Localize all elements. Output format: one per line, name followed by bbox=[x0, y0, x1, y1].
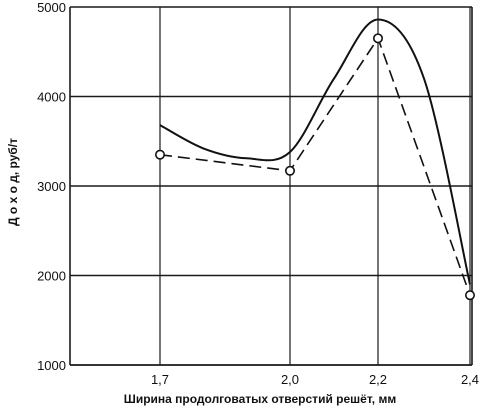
x-tick-label: 2,0 bbox=[281, 372, 299, 387]
y-tick-label: 4000 bbox=[37, 90, 66, 105]
y-tick-label: 2000 bbox=[37, 269, 66, 284]
x-tick-label: 2,4 bbox=[461, 372, 479, 387]
y-axis-label: Д о х о д, руб/т bbox=[6, 138, 20, 226]
series-layer bbox=[155, 18, 475, 301]
y-tick-label: 1000 bbox=[37, 358, 66, 373]
data-point-marker bbox=[372, 33, 383, 44]
series-line-solid bbox=[159, 18, 471, 285]
series-line-dashed bbox=[159, 36, 471, 296]
axes bbox=[69, 7, 473, 366]
x-tick-label: 2,2 bbox=[369, 372, 387, 387]
y-tick-label: 3000 bbox=[37, 179, 66, 194]
y-tick-label: 5000 bbox=[37, 0, 66, 15]
x-axis-label: Ширина продолговатых отверстий решёт, мм bbox=[124, 392, 397, 406]
y-tick-labels: 1000 2000 3000 4000 5000 bbox=[37, 0, 66, 373]
x-tick-label: 1,7 bbox=[151, 372, 169, 387]
data-point-marker bbox=[155, 149, 166, 160]
data-point-marker bbox=[284, 165, 295, 176]
data-point-marker bbox=[464, 290, 475, 301]
grid bbox=[70, 6, 472, 366]
x-tick-labels: 1,7 2,0 2,2 2,4 bbox=[151, 372, 479, 387]
